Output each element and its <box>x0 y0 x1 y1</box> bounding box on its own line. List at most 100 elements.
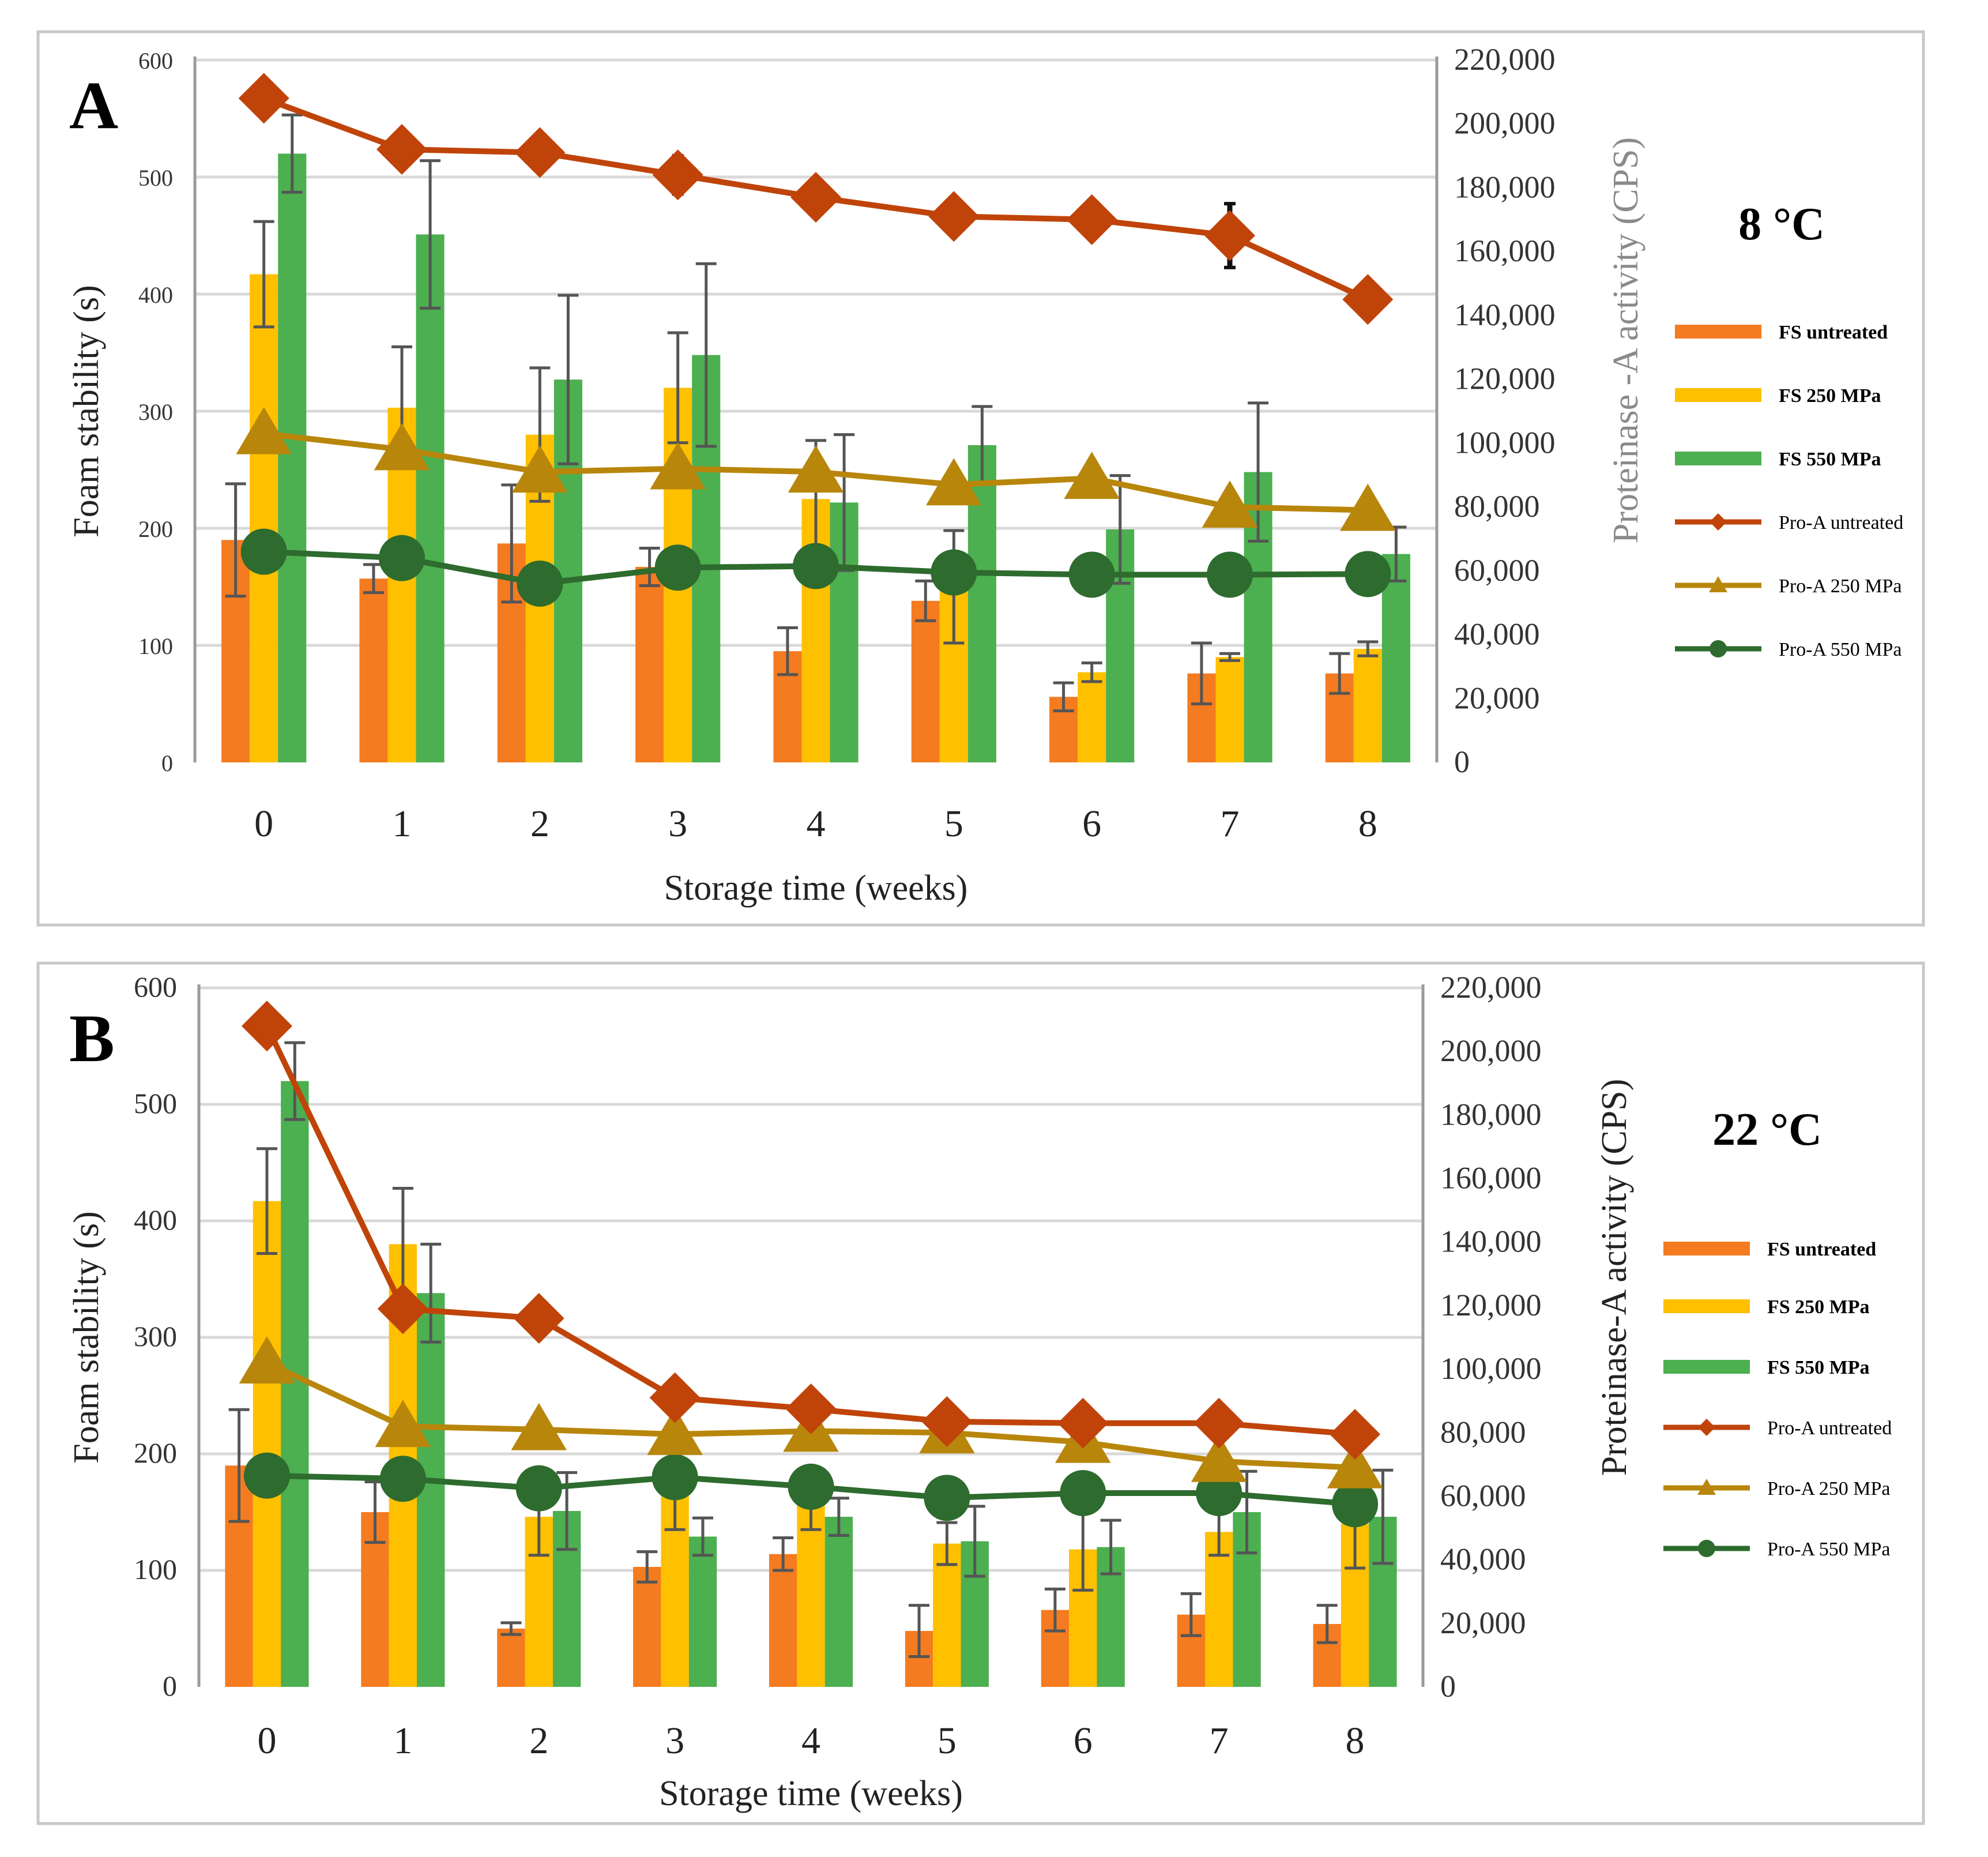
y-axis-title: Foam stability (s) <box>67 1211 106 1463</box>
legend-item: Pro-A 250 MPa <box>1675 576 1902 597</box>
panel-letter: A <box>69 67 118 143</box>
bar-fs-550-mpa <box>824 1517 853 1687</box>
y-tick-label: 600 <box>134 971 177 1003</box>
y2-tick-label: 20,000 <box>1440 1606 1526 1640</box>
legend-swatch <box>1663 1360 1750 1374</box>
marker-diamond <box>513 1292 564 1344</box>
bar-fs-550-mpa <box>1381 554 1410 762</box>
y2-tick-label: 80,000 <box>1454 489 1540 524</box>
marker-diamond <box>241 1001 292 1052</box>
x-tick-label: 1 <box>393 1720 412 1762</box>
bar-fs-untreated <box>359 578 388 762</box>
x-tick-label: 6 <box>1082 803 1101 845</box>
legend-label: FS 250 MPa <box>1779 385 1881 407</box>
marker-diamond <box>921 1396 973 1447</box>
y2-tick-label: 60,000 <box>1454 553 1540 588</box>
y2-tick-label: 120,000 <box>1454 362 1556 396</box>
y2-axis-title: Proteinase -A activity (CPS) <box>1606 137 1646 543</box>
marker-circle <box>654 544 701 591</box>
panel-frame <box>36 30 1925 927</box>
y2-tick-label: 40,000 <box>1454 617 1540 652</box>
legend-item: FS 250 MPa <box>1663 1296 1870 1318</box>
marker-diamond <box>1330 1409 1381 1460</box>
legend-marker-circle <box>1698 1540 1715 1557</box>
marker-circle <box>1060 1469 1106 1516</box>
y-tick-label: 400 <box>138 282 173 308</box>
x-tick-label: 3 <box>665 1720 684 1762</box>
y-tick-label: 400 <box>134 1204 177 1236</box>
legend-item: Pro-A 550 MPa <box>1675 639 1902 660</box>
marker-circle <box>379 1456 426 1502</box>
marker-circle <box>1345 551 1391 597</box>
marker-circle <box>924 1475 970 1521</box>
marker-triangle <box>375 1400 431 1448</box>
marker-circle <box>1207 551 1253 598</box>
y-tick-label: 300 <box>138 399 173 425</box>
bar-fs-550-mpa <box>416 234 445 762</box>
legend-item: FS 550 MPa <box>1663 1357 1870 1378</box>
legend-item: Pro-A 250 MPa <box>1663 1478 1890 1499</box>
legend-item: FS 550 MPa <box>1675 449 1881 470</box>
panel-B: 0100200300400500600020,00040,00060,00080… <box>36 961 1925 1825</box>
x-tick-label: 6 <box>1074 1720 1093 1762</box>
marker-triangle <box>926 458 982 506</box>
legend-label: FS untreated <box>1767 1239 1876 1260</box>
marker-triangle <box>1064 452 1120 499</box>
marker-triangle <box>788 445 844 493</box>
bar-fs-250-mpa <box>1204 1532 1233 1687</box>
marker-triangle <box>236 407 292 454</box>
y2-tick-label: 180,000 <box>1440 1097 1542 1132</box>
legend-label: Pro-A 550 MPa <box>1779 639 1902 660</box>
y2-tick-label: 80,000 <box>1440 1415 1526 1449</box>
x-axis-title: Storage time (weeks) <box>664 869 968 908</box>
marker-circle <box>379 535 425 581</box>
y2-axis-title: Proteinase-A activity (CPS) <box>1595 1079 1634 1476</box>
y2-tick-label: 20,000 <box>1454 681 1540 715</box>
marker-diamond <box>649 1372 701 1423</box>
x-tick-label: 7 <box>1221 803 1240 845</box>
legend-label: Pro-A untreated <box>1767 1418 1892 1439</box>
legend-swatch <box>1675 388 1761 402</box>
marker-triangle <box>647 1408 703 1455</box>
bar-fs-untreated <box>497 1629 525 1687</box>
x-tick-label: 5 <box>944 803 963 845</box>
y-tick-label: 600 <box>138 48 173 74</box>
legend-swatch <box>1663 1299 1750 1313</box>
legend: FS untreated FS 250 MPa FS 550 MPa Pro-A un… <box>1675 322 1903 660</box>
marker-triangle <box>511 1403 567 1450</box>
y2-tick-label: 140,000 <box>1454 298 1556 332</box>
marker-triangle <box>1191 1434 1247 1482</box>
legend-marker-diamond <box>1710 513 1727 531</box>
y-axis-title: Foam stability (s) <box>67 285 106 537</box>
bar-fs-550-mpa <box>688 1536 717 1687</box>
temperature-label: 8 °C <box>1738 199 1825 250</box>
legend-swatch <box>1675 452 1761 465</box>
y2-tick-label: 200,000 <box>1440 1033 1542 1068</box>
bar-fs-untreated <box>635 566 664 762</box>
marker-diamond <box>928 191 980 242</box>
temperature-label: 22 °C <box>1712 1104 1822 1155</box>
marker-diamond <box>1193 1397 1245 1449</box>
y-tick-label: 0 <box>163 1670 177 1702</box>
marker-circle <box>793 543 839 589</box>
panel-frame <box>36 961 1925 1825</box>
bar-fs-250-mpa <box>1353 649 1382 762</box>
bar-fs-untreated <box>633 1566 661 1687</box>
y2-tick-label: 120,000 <box>1440 1288 1542 1322</box>
y-tick-label: 200 <box>134 1437 177 1469</box>
marker-circle <box>243 1452 290 1499</box>
marker-circle <box>240 528 287 575</box>
legend-marker-diamond <box>1698 1419 1715 1436</box>
marker-triangle <box>1340 483 1396 531</box>
marker-diamond <box>238 73 289 124</box>
bar-fs-250-mpa <box>797 1500 825 1687</box>
legend-label: Pro-A 550 MPa <box>1767 1539 1890 1560</box>
bar-fs-untreated <box>911 600 940 762</box>
marker-triangle <box>512 445 568 493</box>
marker-triangle <box>1202 480 1258 528</box>
marker-diamond <box>1342 274 1394 325</box>
x-tick-label: 2 <box>529 1720 548 1762</box>
legend-marker-circle <box>1710 640 1727 657</box>
y2-tick-label: 140,000 <box>1440 1224 1542 1259</box>
